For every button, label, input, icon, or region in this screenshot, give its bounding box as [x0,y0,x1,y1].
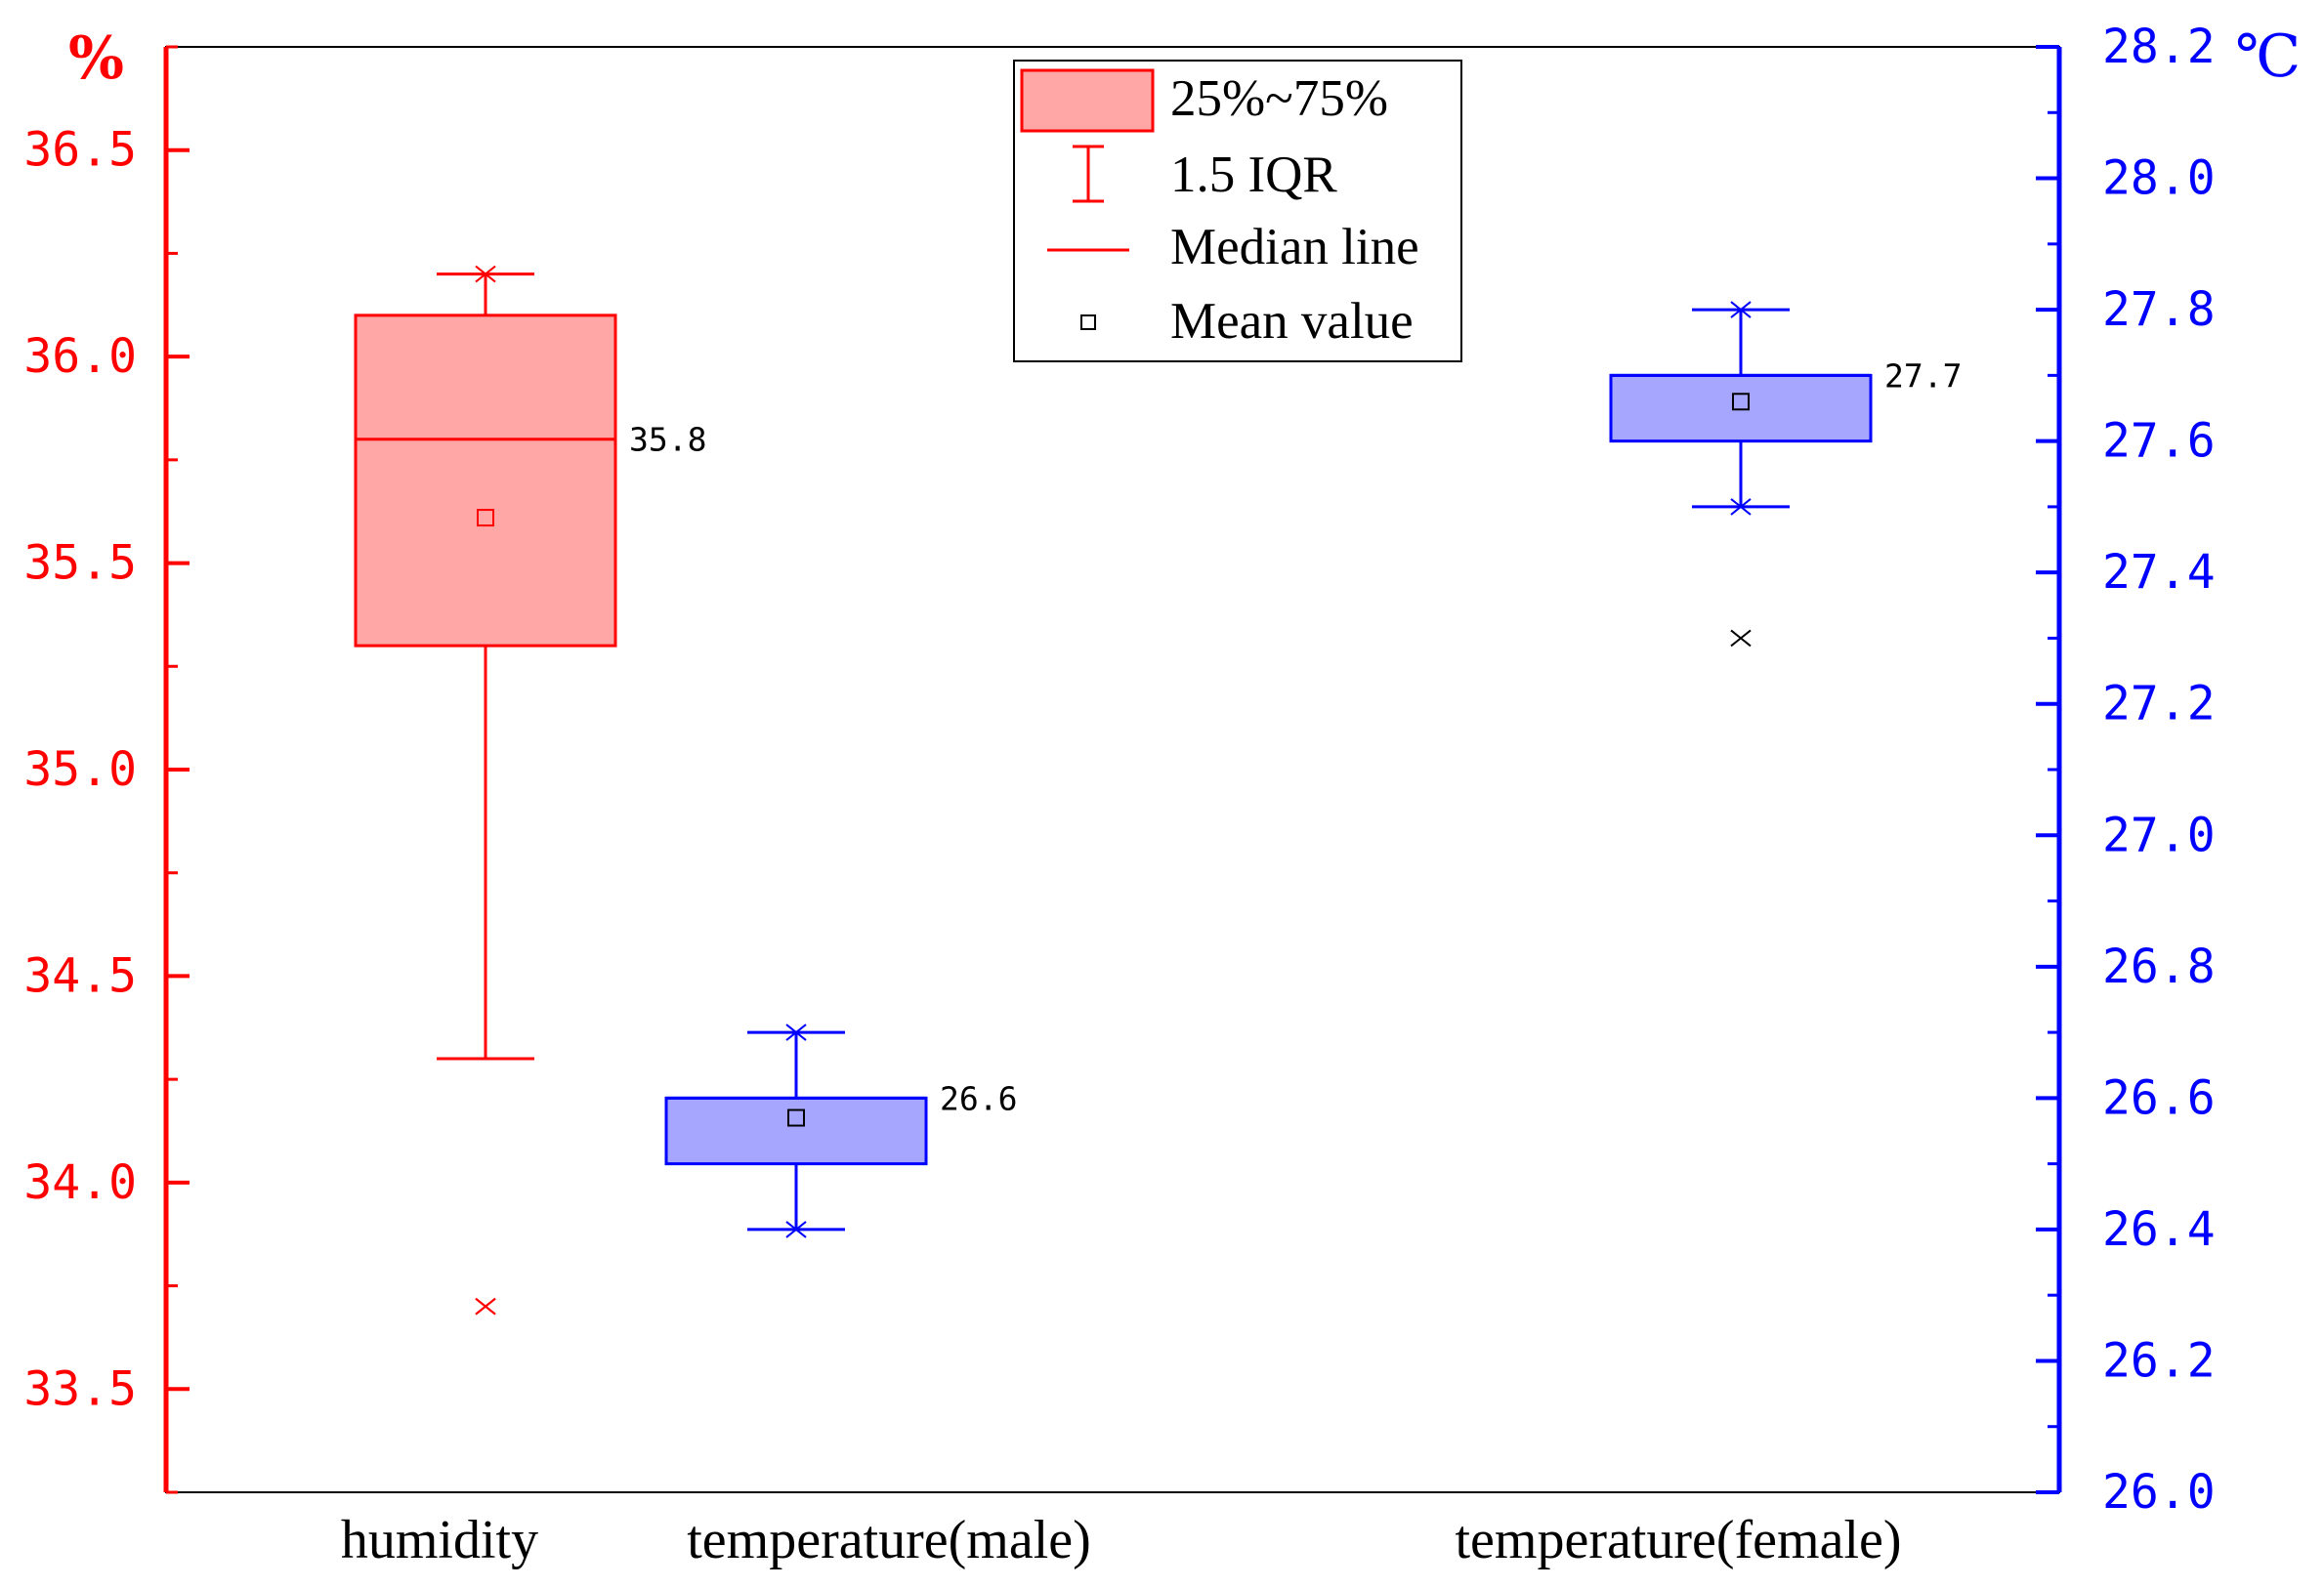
mean-marker [1732,393,1750,411]
right-tick-label: 26.2 [2102,1333,2216,1388]
outlier-marker [475,1297,496,1316]
left-tick-label: 34.5 [23,948,137,1003]
left-tick-label: 34.0 [23,1155,137,1210]
legend-box-swatch [1020,68,1155,133]
legend-label: Mean value [1170,293,1414,350]
legend-mean-swatch [1080,314,1096,330]
box-series: 35.8 26.6 27.7 [354,265,1962,1316]
mean-marker [787,1108,805,1127]
right-tick-label: 27.4 [2102,545,2216,600]
legend-label: Median line [1170,219,1419,275]
left-axis-unit: % [68,24,124,93]
min-marker [785,1221,807,1238]
category-labels: humidity temperature(male) temperature(fem… [341,1510,1902,1570]
right-tick-label: 26.0 [2102,1465,2216,1520]
right-tick-label: 26.8 [2102,940,2216,994]
right-tick-label: 27.6 [2102,414,2216,469]
legend: 25%~75% 1.5 IQR Median line Mean value [1013,60,1462,362]
legend-label: 1.5 IQR [1170,146,1337,203]
category-label: temperature(male) [687,1510,1091,1570]
outlier-marker [1730,629,1752,648]
iqr-box [1609,373,1873,443]
left-axis-ticks: 33.5 34.0 34.5 35.0 35.5 36.0 36.5 [23,45,190,1494]
right-tick-label: 27.2 [2102,677,2216,731]
category-label: humidity [341,1510,538,1570]
box-humidity: 35.8 [354,265,706,1316]
box-temperature(female): 27.7 [1609,301,1962,648]
iqr-box [664,1096,928,1166]
left-tick-label: 33.5 [23,1361,137,1416]
max-marker [785,1024,807,1041]
right-tick-label: 26.4 [2102,1202,2216,1257]
min-marker [1730,498,1752,516]
right-tick-label: 28.0 [2102,151,2216,206]
box-temperature(male): 26.6 [664,1024,1017,1238]
left-tick-label: 36.0 [23,329,137,384]
category-label: temperature(female) [1455,1510,1901,1570]
max-marker [475,265,496,283]
right-axis-ticks: 26.0 26.2 26.4 26.6 26.8 27.0 27.2 27.4 27.6 27.8… [2036,20,2216,1520]
left-tick-label: 36.5 [23,123,137,178]
mean-marker [477,509,494,527]
data-label: 27.7 [1884,356,1962,395]
legend-label: 25%~75% [1170,70,1388,127]
iqr-box [354,313,617,648]
data-label: 26.6 [940,1079,1017,1117]
data-label: 35.8 [629,421,706,459]
right-tick-label: 27.0 [2102,808,2216,862]
right-tick-label: 27.8 [2102,282,2216,337]
max-marker [1730,301,1752,318]
right-tick-label: 26.6 [2102,1070,2216,1125]
right-axis-unit: ℃ [2235,22,2301,91]
right-tick-label: 28.2 [2102,20,2216,74]
left-tick-label: 35.0 [23,742,137,797]
left-tick-label: 35.5 [23,536,137,591]
